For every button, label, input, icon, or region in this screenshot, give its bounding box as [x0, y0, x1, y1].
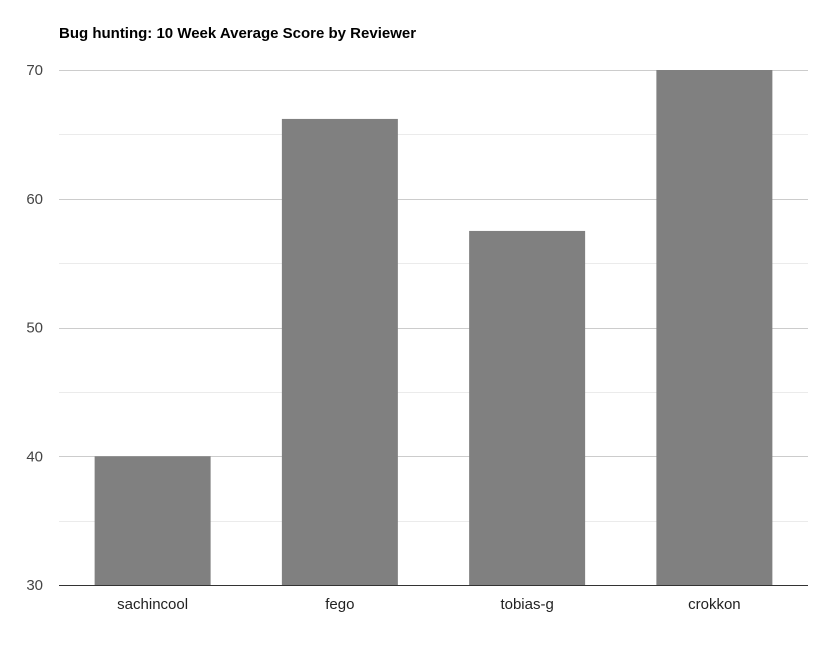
- x-tick-label: sachincool: [117, 596, 188, 613]
- y-tick-label: 30: [26, 577, 43, 594]
- chart-title: Bug hunting: 10 Week Average Score by Re…: [59, 25, 417, 42]
- x-tick-label: fego: [325, 596, 354, 613]
- y-tick-label: 60: [26, 191, 43, 208]
- bar-tobias-g: [469, 230, 586, 585]
- x-tick-label: crokkon: [688, 596, 741, 613]
- axes: 30 40 50 60 70 sachincool fego tobias-g crokkon: [26, 62, 808, 613]
- bar-fego: [281, 118, 398, 586]
- y-tick-label: 50: [26, 320, 43, 337]
- y-tick-label: 70: [26, 62, 43, 79]
- bars: [94, 70, 773, 586]
- bar-sachincool: [94, 456, 211, 585]
- x-tick-label: tobias-g: [500, 596, 553, 613]
- bar-crokkon: [656, 70, 773, 585]
- y-tick-label: 40: [26, 448, 43, 465]
